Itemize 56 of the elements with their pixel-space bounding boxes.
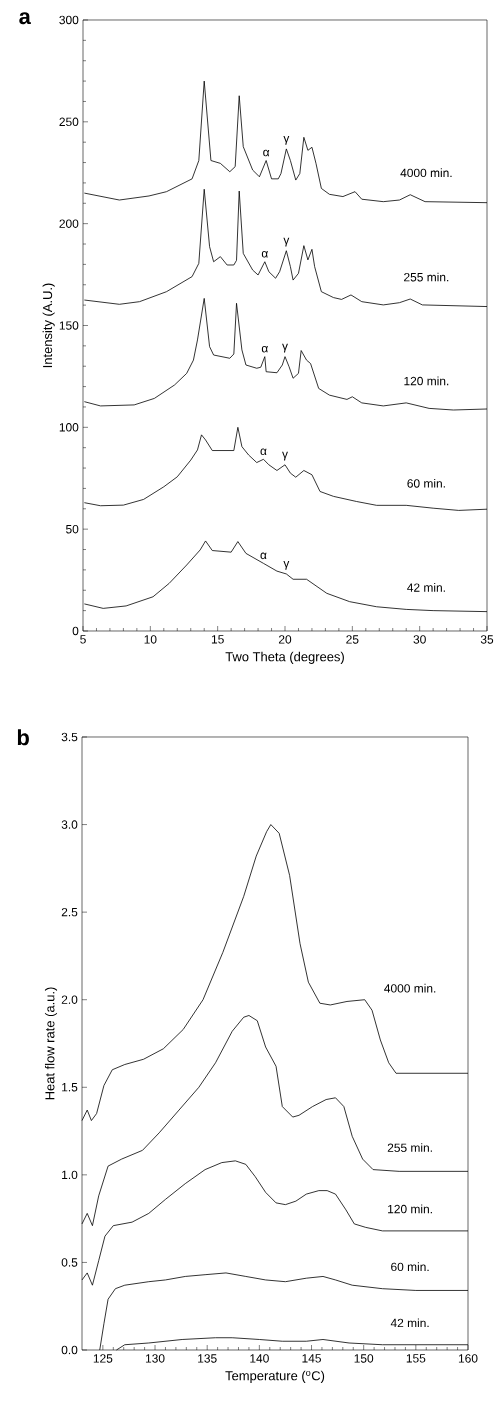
y-tick-label: 0.5 [61,1258,78,1267]
y-tick-label: 1.5 [62,1083,78,1092]
x-tick-label: 30 [413,635,426,644]
annotation: γ [283,237,290,247]
annotation: γ [283,135,290,145]
y-tick-label: 1.0 [62,1170,78,1180]
y-tick-label: 200 [59,219,79,228]
series-label: 60 min. [391,1262,429,1272]
y-tick-label: 150 [59,321,79,330]
annotation: α [263,149,270,157]
series-label: 60 min. [407,478,445,488]
y-tick-label: 300 [59,15,79,25]
y-tick-label: 100 [59,423,79,432]
x-tick-label: 5 [80,635,86,644]
y-tick-label: 3.5 [61,732,78,742]
x-tick-label: 130 [145,1354,165,1363]
chart-title: b [17,729,29,746]
annotation: α [261,250,268,258]
series-label: 42 min. [407,583,445,592]
x-tick-label: 10 [144,635,157,644]
series-label: 4000 min. [400,168,452,178]
annotation: α [261,345,268,353]
annotation: α [260,448,267,456]
y-tick-label: 0.0 [61,1345,78,1355]
x-tick-label: 145 [302,1354,321,1363]
annotation: γ [282,343,288,353]
series-label: 42 min. [390,1318,429,1328]
x-axis-title: Two Theta (degrees) [225,651,344,664]
x-tick-label: 125 [93,1354,113,1363]
chart-title: a [19,12,31,25]
y-tick-label: 2.0 [61,995,78,1004]
y-tick-label: 250 [59,117,79,127]
x-tick-label: 155 [406,1354,426,1363]
x-tick-label: 150 [354,1354,374,1363]
annotation: γ [282,451,288,461]
y-tick-label: 2.5 [61,907,78,917]
annotation: γ [283,560,290,570]
x-tick-label: 20 [278,635,292,644]
y-axis-title: Heat flow rate (a.u.) [44,987,58,1100]
y-tick-label: 0 [72,626,79,636]
x-tick-label: 135 [198,1354,217,1363]
y-tick-label: 50 [66,524,79,534]
y-tick-label: 3.0 [61,820,78,829]
series-label: 120 min. [388,1204,432,1214]
x-tick-label: 140 [250,1354,269,1363]
series-label: 4000 min. [384,983,436,993]
series-label: 255 min. [404,272,449,282]
series-label: 255 min. [387,1143,432,1152]
y-axis-title: Intensity (A.U.) [42,283,55,368]
x-tick-label: 160 [458,1354,478,1363]
x-tick-label: 35 [480,635,494,644]
x-tick-label: 15 [211,635,224,644]
x-axis-title: Temperature ($^{o}$C) [225,1370,325,1383]
series-label: 120 min. [404,376,449,386]
annotation: α [260,552,267,560]
x-tick-label: 25 [346,635,359,644]
